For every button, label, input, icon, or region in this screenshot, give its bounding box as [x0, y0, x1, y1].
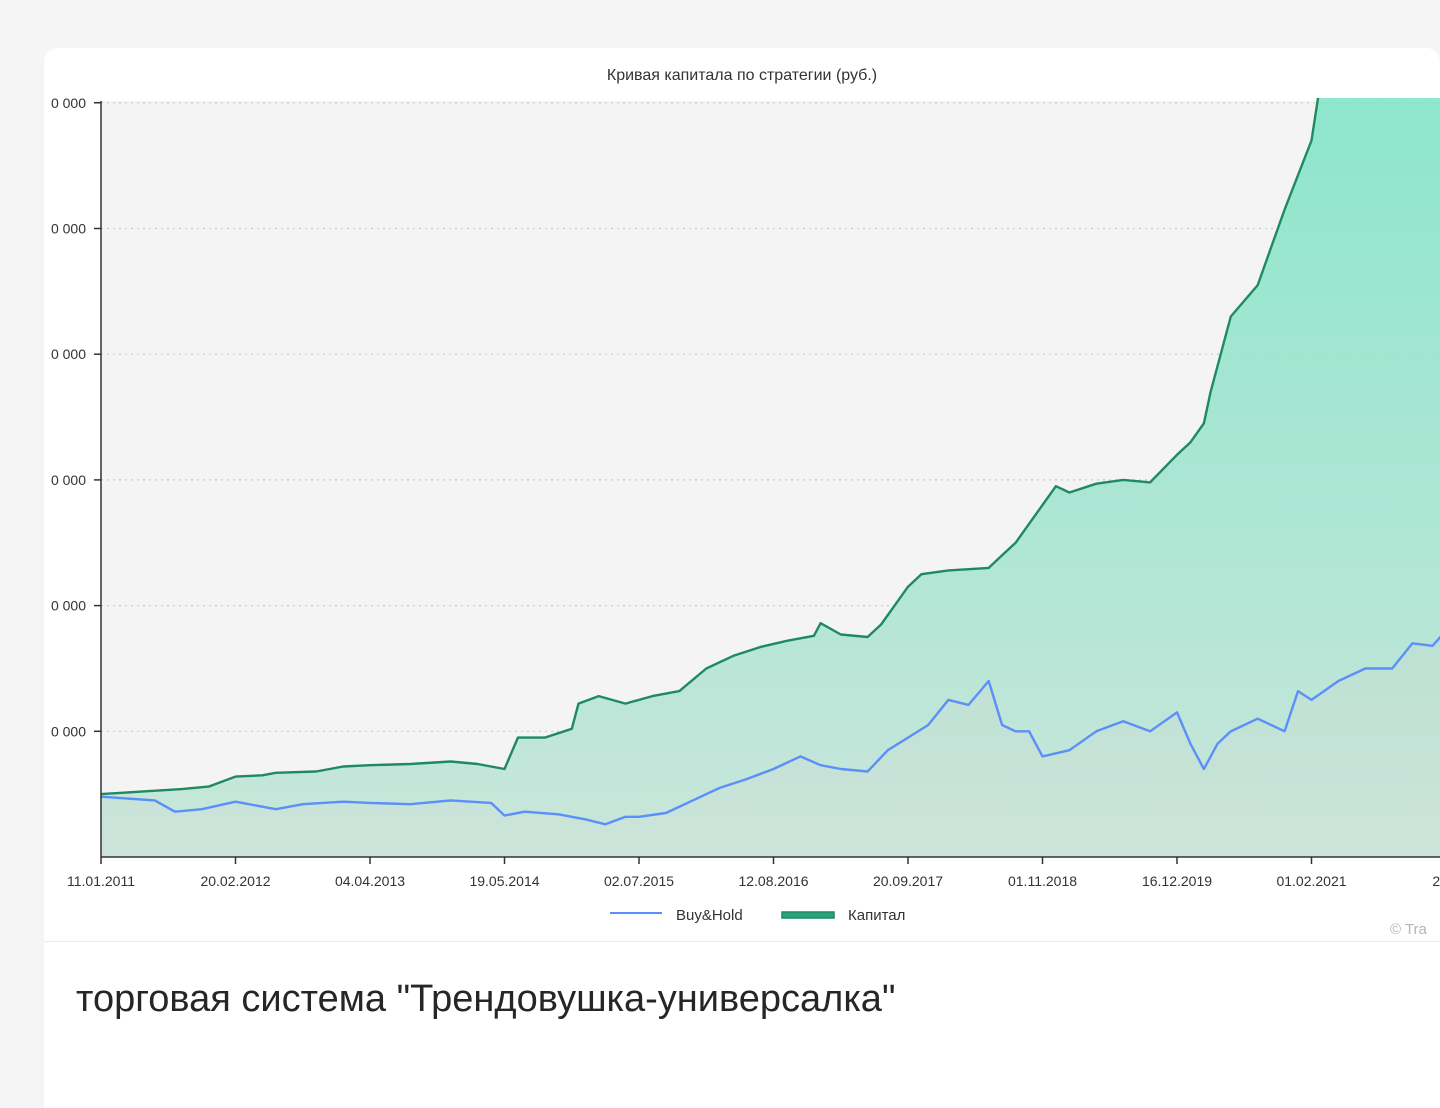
x-tick-label: 19.05.2014 [469, 873, 539, 889]
legend-swatch-outline [781, 911, 835, 919]
chart-card: 0 000 0 000 0 000 0 000 0 000 0 000 11.01.2011… [44, 48, 1440, 1108]
y-tick-label: 0 000 [51, 221, 86, 237]
series-area-capital [101, 98, 1440, 857]
series-line-capital [100, 98, 1320, 796]
x-tick-label: 02.07.2015 [604, 873, 674, 889]
axes: 0 000 0 000 0 000 0 000 0 000 0 000 11.01.2011… [51, 95, 1440, 889]
x-tick-label: 20.09.2017 [873, 873, 943, 889]
chart-title: Кривая капитала по стратегии (руб.) [607, 67, 877, 84]
equity-curve-chart: 0 000 0 000 0 000 0 000 0 000 0 000 11.01.2011… [51, 67, 1440, 938]
y-tick-label: 0 000 [51, 346, 86, 362]
x-tick-label: 20.02.2012 [200, 873, 270, 889]
y-tick-label: 0 000 [51, 95, 86, 111]
x-tick-label: 28.1 [1432, 873, 1440, 889]
x-tick-label: 04.04.2013 [335, 873, 405, 889]
legend: Buy&Hold Капитал [610, 907, 905, 924]
y-tick-label: 0 000 [51, 723, 86, 739]
x-tick-label: 11.01.2011 [67, 873, 135, 889]
divider [44, 941, 1440, 942]
legend-swatch [610, 912, 662, 914]
y-tick-label: 0 000 [51, 598, 86, 614]
legend-swatch [782, 912, 834, 918]
x-tick-label: 01.11.2018 [1008, 873, 1077, 889]
y-tick-label: 0 000 [51, 472, 86, 488]
legend-label: Капитал [848, 907, 905, 924]
x-tick-label: 12.08.2016 [738, 873, 808, 889]
chart-container: 0 000 0 000 0 000 0 000 0 000 0 000 11.01.2011… [44, 48, 1440, 941]
legend-label: Buy&Hold [676, 907, 743, 924]
page-caption: торговая система "Трендовушка-универсалк… [76, 978, 896, 1020]
x-tick-label: 16.12.2019 [1142, 873, 1212, 889]
x-tick-label: 01.02.2021 [1276, 873, 1346, 889]
series-line-buy-hold [100, 635, 1440, 826]
watermark: © Tra [1390, 921, 1428, 938]
grid-lines [101, 102, 1440, 732]
